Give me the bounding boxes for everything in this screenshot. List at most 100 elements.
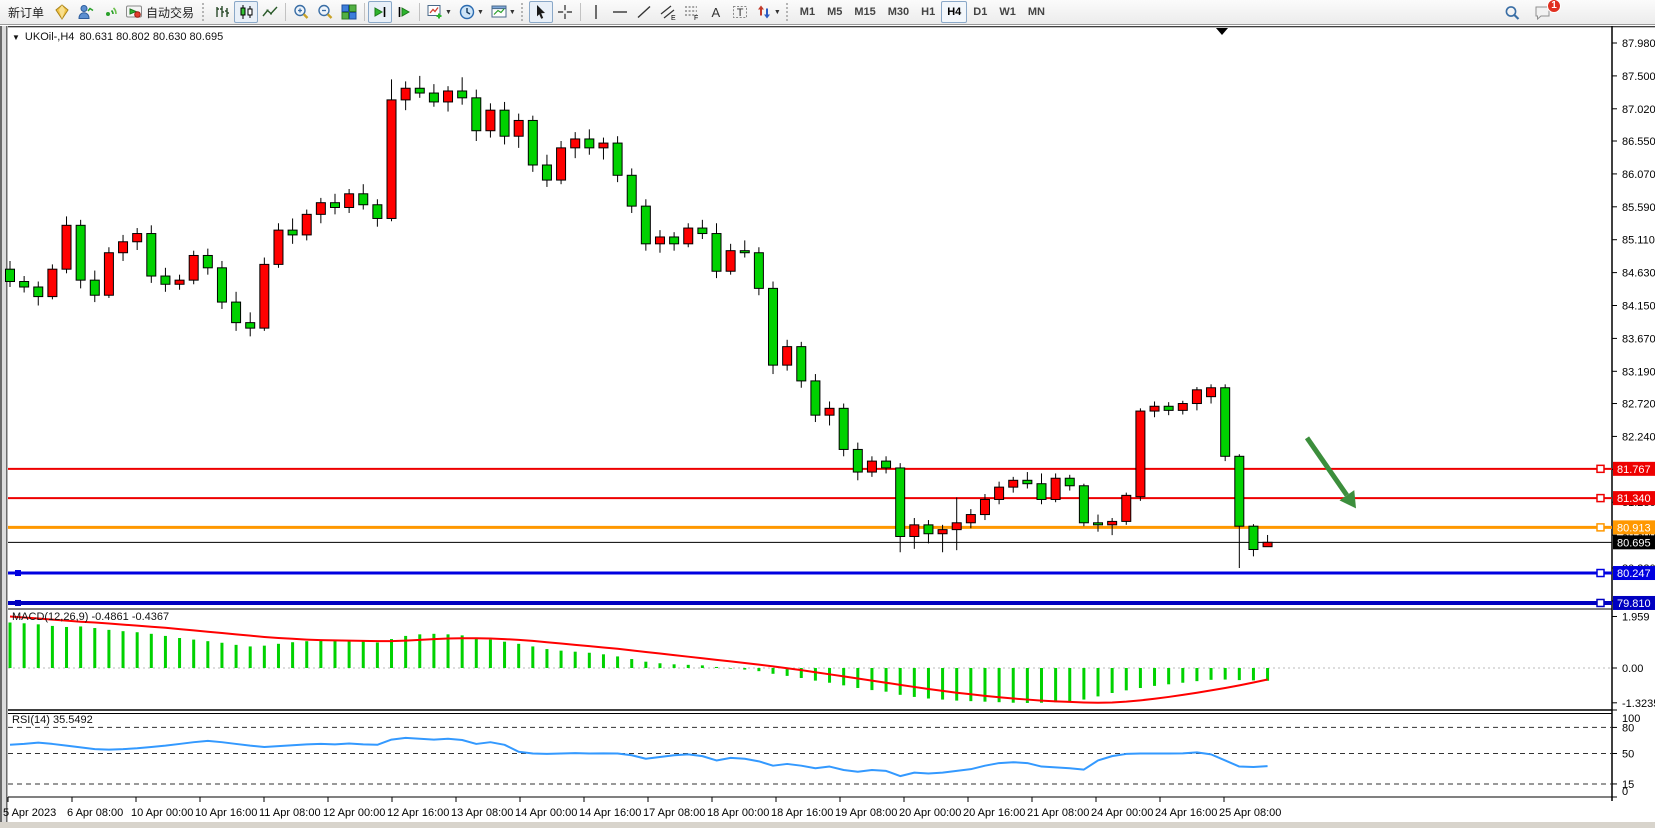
fibonacci-button[interactable]: F — [680, 1, 704, 23]
horizontal-line-button[interactable] — [608, 1, 632, 23]
svg-text:12 Apr 00:00: 12 Apr 00:00 — [323, 807, 385, 819]
svg-text:87.980: 87.980 — [1622, 38, 1655, 50]
timeframe-W1[interactable]: W1 — [999, 6, 1016, 18]
line-chart-button[interactable] — [258, 1, 282, 23]
svg-text:20 Apr 16:00: 20 Apr 16:00 — [963, 807, 1025, 819]
zoom-in-icon — [292, 3, 310, 21]
vertical-line-button[interactable] — [584, 1, 608, 23]
bar-chart-icon — [213, 3, 231, 21]
toolbar-grip — [520, 3, 526, 21]
svg-text:81.340: 81.340 — [1617, 493, 1651, 505]
equidistant-channel-icon: E — [659, 3, 677, 21]
svg-text:6 Apr 08:00: 6 Apr 08:00 — [67, 807, 123, 819]
chevron-down-icon: ▼ — [445, 8, 452, 16]
svg-text:0: 0 — [1622, 786, 1628, 798]
svg-text:84.630: 84.630 — [1622, 268, 1655, 280]
candlestick-chart-button[interactable] — [234, 1, 259, 23]
text-button[interactable]: A — [704, 1, 728, 23]
timeframe-M1[interactable]: M1 — [799, 6, 816, 18]
timeframe-M15[interactable]: M15 — [854, 6, 876, 18]
timeframe-MN[interactable]: MN — [1027, 6, 1045, 18]
rsi-indicator-label: RSI(14) 35.5492 — [12, 714, 93, 726]
svg-text:87.500: 87.500 — [1622, 71, 1655, 83]
timeframe-H4[interactable]: H4 — [941, 1, 968, 23]
arrows-button[interactable]: ▼ — [752, 1, 784, 23]
svg-text:F: F — [694, 15, 698, 21]
svg-text:83.670: 83.670 — [1622, 333, 1655, 345]
timeframe-H1[interactable]: H1 — [921, 6, 936, 18]
toolbar: 新订单 自动交易 — [0, 0, 1655, 25]
tile-windows-button[interactable] — [337, 1, 361, 23]
new-chart-button[interactable]: ▼ — [423, 1, 455, 23]
svg-text:83.190: 83.190 — [1622, 366, 1655, 378]
toolbar-grip — [202, 3, 207, 21]
price-chart-canvas[interactable]: 87.980 87.500 87.020 86.550 86.070 85.590 85.1… — [0, 26, 1655, 828]
macd-indicator-label: MACD(12,26,9) -0.4861 -0.4367 — [12, 611, 170, 623]
new-order-label: 新订单 — [8, 5, 45, 20]
auto-scroll-button[interactable] — [368, 1, 393, 23]
autotrade-button[interactable]: 自动交易 — [122, 1, 200, 23]
crosshair-button[interactable] — [553, 1, 577, 23]
zoom-out-button[interactable] — [313, 1, 337, 23]
chart-window[interactable]: ▼ UKOil-,H4 80.631 80.802 80.630 80.695 … — [0, 26, 1655, 828]
svg-text:82.720: 82.720 — [1622, 399, 1655, 411]
publisher-button[interactable] — [74, 1, 98, 23]
signal-button[interactable] — [98, 1, 122, 23]
charts-gem-button[interactable] — [50, 1, 74, 23]
svg-text:80.247: 80.247 — [1617, 568, 1651, 580]
svg-text:10 Apr 16:00: 10 Apr 16:00 — [195, 807, 257, 819]
cursor-button[interactable] — [528, 1, 553, 23]
svg-text:19 Apr 08:00: 19 Apr 08:00 — [835, 807, 897, 819]
svg-text:18 Apr 00:00: 18 Apr 00:00 — [707, 807, 769, 819]
svg-text:85.590: 85.590 — [1622, 202, 1655, 214]
text-icon: A — [707, 3, 725, 21]
toolbar-separator — [364, 3, 366, 21]
chevron-down-icon: ▼ — [476, 8, 484, 16]
auto-scroll-icon — [371, 3, 389, 21]
svg-text:81.767: 81.767 — [1617, 464, 1651, 476]
chat-button[interactable]: 1 — [1530, 0, 1561, 24]
toolbar-separator — [285, 3, 287, 21]
arrows-icon — [755, 3, 773, 21]
toolbar-separator — [419, 3, 421, 21]
search-button[interactable] — [1500, 2, 1524, 24]
periods-button[interactable]: ▼ — [455, 1, 487, 23]
svg-text:86.550: 86.550 — [1622, 136, 1655, 148]
svg-text:21 Apr 08:00: 21 Apr 08:00 — [1027, 807, 1089, 819]
svg-text:10 Apr 00:00: 10 Apr 00:00 — [131, 807, 193, 819]
zoom-out-icon — [316, 3, 334, 21]
periods-clock-icon — [458, 3, 476, 21]
timeframe-M30[interactable]: M30 — [887, 6, 910, 18]
bar-chart-button[interactable] — [210, 1, 234, 23]
new-order-button[interactable]: 新订单 — [2, 1, 50, 23]
svg-text:20 Apr 00:00: 20 Apr 00:00 — [899, 807, 961, 819]
zoom-in-button[interactable] — [289, 1, 313, 23]
timeframe-D1[interactable]: D1 — [973, 6, 988, 18]
notification-badge: 1 — [1547, 0, 1561, 13]
autotrade-icon — [125, 3, 143, 21]
svg-text:80.695: 80.695 — [1617, 537, 1651, 549]
toolbar-separator — [579, 3, 581, 21]
text-label-button[interactable]: T — [728, 1, 752, 23]
svg-text:13 Apr 08:00: 13 Apr 08:00 — [451, 807, 513, 819]
svg-text:0.00: 0.00 — [1622, 663, 1643, 675]
search-icon — [1503, 4, 1521, 22]
equidistant-channel-button[interactable]: E — [656, 1, 680, 23]
templates-button[interactable]: ▼ — [487, 1, 519, 23]
svg-text:86.070: 86.070 — [1622, 169, 1655, 181]
svg-text:87.020: 87.020 — [1622, 104, 1655, 116]
timeframe-M5[interactable]: M5 — [827, 6, 843, 18]
charts-gem-icon — [53, 3, 71, 21]
chart-shift-button[interactable] — [392, 1, 416, 23]
svg-text:A: A — [711, 5, 720, 20]
svg-text:24 Apr 16:00: 24 Apr 16:00 — [1155, 807, 1217, 819]
svg-text:15: 15 — [1622, 779, 1634, 791]
symbol-collapse-icon[interactable]: ▼ — [12, 32, 20, 42]
line-chart-icon — [261, 3, 279, 21]
svg-text:5 Apr 2023: 5 Apr 2023 — [3, 807, 56, 819]
trendline-icon — [635, 3, 653, 21]
tile-windows-icon — [340, 3, 358, 21]
svg-text:100: 100 — [1622, 713, 1640, 725]
trendline-button[interactable] — [632, 1, 656, 23]
